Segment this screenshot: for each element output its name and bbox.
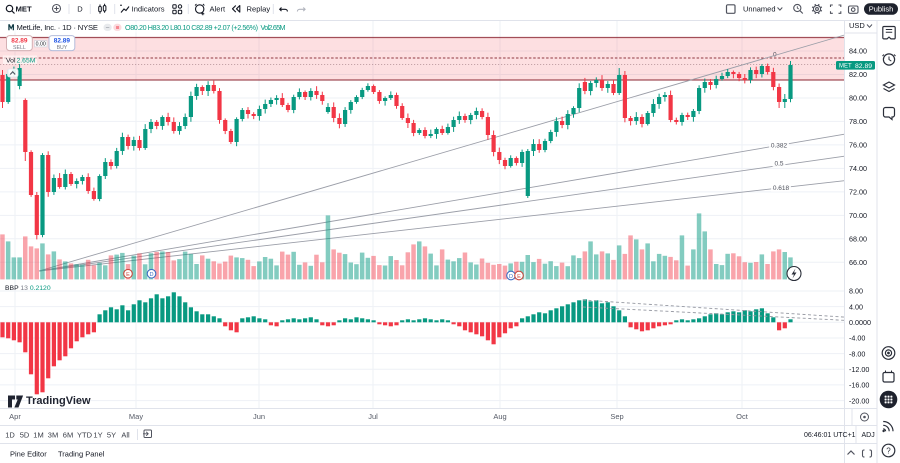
svg-text:76.00: 76.00 [849,141,867,150]
svg-text:82.00: 82.00 [849,70,867,79]
svg-text:5D: 5D [20,431,30,440]
svg-text:80.00: 80.00 [849,94,867,103]
svg-text:Trading Panel: Trading Panel [58,450,105,459]
svg-text:Sep: Sep [610,412,623,421]
svg-text:Alert: Alert [210,5,227,14]
svg-text:5Y: 5Y [107,431,116,440]
svg-text:All: All [121,431,130,440]
svg-text:Jul: Jul [368,412,378,421]
svg-text:70.00: 70.00 [849,211,867,220]
svg-text:D: D [509,274,513,280]
svg-text:BUY: BUY [57,45,68,51]
svg-text:0.00: 0.00 [36,42,46,48]
svg-text:O80.20 H83.20 L80.10 C82.89 +2: O80.20 H83.20 L80.10 C82.89 +2.07 (+2.56… [125,23,258,32]
svg-text:-8.00: -8.00 [849,349,865,358]
svg-text:72.00: 72.00 [849,188,867,197]
svg-text:74.00: 74.00 [849,164,867,173]
svg-text:0.382: 0.382 [771,143,788,150]
svg-text:Jun: Jun [253,412,265,421]
svg-text:0.0000: 0.0000 [849,318,871,327]
svg-text:YTD: YTD [77,431,93,440]
svg-text:Vol2.65M: Vol2.65M [261,23,286,32]
svg-text:-16.00: -16.00 [849,381,869,390]
svg-text:Replay: Replay [247,5,271,14]
svg-text:–: – [106,24,110,31]
svg-text:1D: 1D [5,431,15,440]
svg-text:MET: MET [16,5,33,14]
svg-text:Unnamed: Unnamed [743,5,776,14]
svg-text:06:46:01 UTC+1: 06:46:01 UTC+1 [804,432,856,439]
svg-text:D: D [77,5,83,14]
svg-text:66.00: 66.00 [849,258,867,267]
svg-text:-12.00: -12.00 [849,365,869,374]
svg-text:D: D [149,272,153,278]
svg-text:?: ? [886,447,891,456]
svg-text:1M: 1M [33,431,43,440]
svg-text:Vol: Vol [6,57,16,64]
svg-text:≡: ≡ [116,24,120,31]
svg-text:MET: MET [839,64,852,70]
svg-text:82.89: 82.89 [54,37,71,44]
svg-text:ADJ: ADJ [862,432,875,439]
svg-text:Pine Editor: Pine Editor [10,450,47,459]
svg-text:3M: 3M [48,431,58,440]
svg-text:E: E [126,272,130,278]
svg-text:2.65M: 2.65M [17,57,36,64]
svg-text:84.00: 84.00 [849,47,867,56]
svg-text:8.00: 8.00 [849,287,863,296]
svg-text:6M: 6M [63,431,73,440]
svg-text:MetLife, Inc. · 1D · NYSE: MetLife, Inc. · 1D · NYSE [17,23,99,32]
svg-text:-4.00: -4.00 [849,334,865,343]
svg-text:0.5: 0.5 [774,161,783,168]
svg-text:1Y: 1Y [93,431,102,440]
svg-text:Publish: Publish [869,5,894,14]
svg-text:Indicators: Indicators [132,5,165,14]
svg-text:82.89: 82.89 [11,37,28,44]
svg-text:4.00: 4.00 [849,302,863,311]
svg-text:Oct: Oct [736,412,749,421]
svg-text:TradingView: TradingView [26,395,91,407]
svg-text:BBP 13 0.2120: BBP 13 0.2120 [5,285,51,292]
svg-text:-20.00: -20.00 [849,396,869,405]
svg-text:Apr: Apr [9,412,21,421]
svg-text:May: May [129,412,143,421]
svg-text:68.00: 68.00 [849,235,867,244]
svg-text:78.00: 78.00 [849,117,867,126]
svg-text:SELL: SELL [13,45,26,51]
svg-text:82.89: 82.89 [855,63,872,70]
svg-text:0.618: 0.618 [773,185,790,192]
svg-text:USD: USD [849,21,865,30]
svg-text:Aug: Aug [493,412,506,421]
svg-text:E: E [517,274,521,280]
